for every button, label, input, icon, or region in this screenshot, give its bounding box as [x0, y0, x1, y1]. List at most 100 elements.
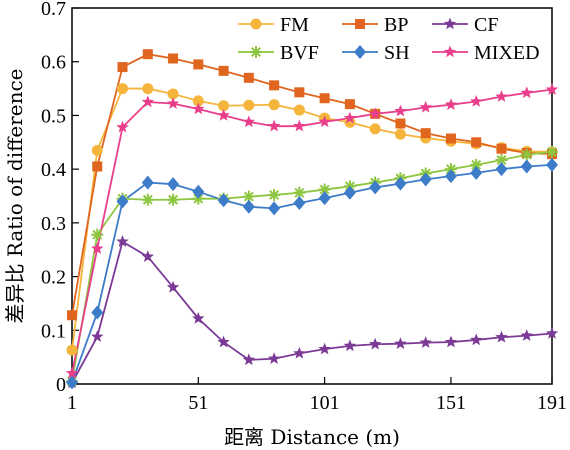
data-point-cf — [419, 336, 432, 348]
data-point-bp — [319, 93, 330, 104]
data-point-sh — [167, 177, 180, 192]
data-point-bp — [269, 80, 280, 91]
data-point-cf — [141, 250, 154, 262]
y-tick-label: 0.7 — [41, 0, 66, 20]
data-point-bp — [471, 137, 482, 148]
data-point-bp — [218, 65, 229, 76]
data-point-cf — [470, 333, 483, 346]
data-point-fm — [66, 344, 78, 356]
data-point-mixed — [368, 107, 382, 120]
y-tick-label: 0 — [56, 374, 66, 396]
data-point-fm — [167, 88, 179, 100]
data-point-mixed — [91, 242, 104, 254]
legend-marker — [250, 18, 262, 30]
asterisk-stroke — [168, 194, 179, 205]
x-tick-label: 101 — [310, 392, 340, 414]
legend-label: SH — [384, 42, 410, 64]
data-point-cf — [242, 353, 256, 366]
x-tick-label: 51 — [188, 392, 208, 414]
data-point-bvf — [268, 188, 281, 201]
data-point-mixed — [545, 83, 559, 95]
asterisk-stroke — [243, 191, 254, 202]
data-point-fm — [268, 99, 280, 111]
data-point-mixed — [343, 111, 357, 124]
data-point-cf — [520, 329, 533, 341]
data-point-cf — [166, 280, 180, 293]
data-point-mixed — [242, 115, 256, 128]
data-point-mixed — [65, 366, 79, 379]
legend-item-sh: SH — [342, 42, 410, 64]
legend-item-cf: CF — [432, 14, 498, 36]
data-point-sh — [293, 195, 306, 210]
series-line-mixed — [71, 88, 553, 374]
data-point-sh — [66, 375, 78, 390]
asterisk-stroke — [251, 47, 261, 57]
data-point-mixed — [394, 104, 407, 117]
data-point-fm — [192, 95, 204, 107]
data-point-mixed — [495, 90, 508, 102]
data-point-cf — [116, 235, 129, 247]
legend: FM BP CF BVF SH MIXED — [238, 14, 540, 64]
data-point-cf — [368, 337, 382, 350]
data-point-bp — [445, 133, 456, 144]
data-point-sh — [91, 305, 104, 320]
data-point-mixed — [444, 98, 458, 110]
data-point-fm — [218, 100, 230, 112]
data-point-cf — [545, 327, 559, 339]
asterisk-stroke — [269, 189, 280, 200]
series-line-cf — [71, 240, 553, 384]
y-tick-label: 0.6 — [41, 52, 66, 74]
y-axis-label: 差异比 Ratio of difference — [3, 69, 27, 324]
data-point-cf — [444, 335, 458, 348]
asterisk-stroke — [496, 155, 507, 165]
asterisk-stroke — [294, 187, 305, 198]
data-point-cf — [293, 346, 306, 359]
data-point-sh — [318, 191, 331, 206]
data-point-sh — [394, 176, 407, 191]
data-point-bp — [142, 49, 153, 60]
y-tick-label: 0.1 — [41, 320, 66, 342]
data-point-mixed — [419, 100, 432, 113]
legend-item-bvf: BVF — [238, 42, 319, 64]
data-point-mixed — [141, 95, 154, 108]
x-tick-label: 1 — [67, 392, 77, 414]
x-tick-label: 191 — [537, 392, 567, 414]
data-point-cf — [91, 330, 104, 342]
data-point-bp — [496, 143, 507, 154]
data-point-bp — [344, 99, 355, 110]
x-tick-label: 151 — [436, 392, 466, 414]
data-point-bp — [294, 87, 305, 98]
data-point-cf — [217, 335, 230, 348]
data-point-cf — [267, 352, 281, 365]
data-point-fm — [142, 83, 154, 95]
asterisk-stroke — [471, 159, 482, 170]
data-point-sh — [217, 193, 230, 208]
y-tick-label: 0.5 — [41, 105, 66, 127]
data-point-bvf — [167, 193, 180, 206]
data-point-sh — [369, 180, 382, 195]
legend-label: BP — [384, 14, 408, 36]
data-point-mixed — [166, 97, 180, 109]
legend-marker — [354, 45, 366, 59]
data-point-bvf — [141, 193, 154, 206]
data-point-sh — [141, 175, 154, 190]
data-point-sh — [343, 185, 356, 200]
asterisk-stroke — [521, 149, 532, 160]
data-point-sh — [116, 194, 129, 209]
legend-item-fm: FM — [238, 14, 309, 36]
data-point-mixed — [192, 102, 205, 115]
data-point-sh — [242, 199, 255, 214]
data-point-mixed — [267, 119, 281, 132]
asterisk-stroke — [142, 194, 153, 205]
data-point-fm — [394, 128, 406, 140]
data-point-cf — [495, 330, 508, 343]
legend-marker — [355, 19, 365, 29]
legend-label: BVF — [280, 42, 319, 64]
data-point-fm — [117, 83, 129, 95]
legend-label: FM — [280, 14, 309, 36]
y-tick-label: 0.4 — [41, 159, 66, 181]
data-point-bp — [168, 53, 179, 64]
x-axis-label: 距离 Distance (m) — [224, 425, 400, 449]
